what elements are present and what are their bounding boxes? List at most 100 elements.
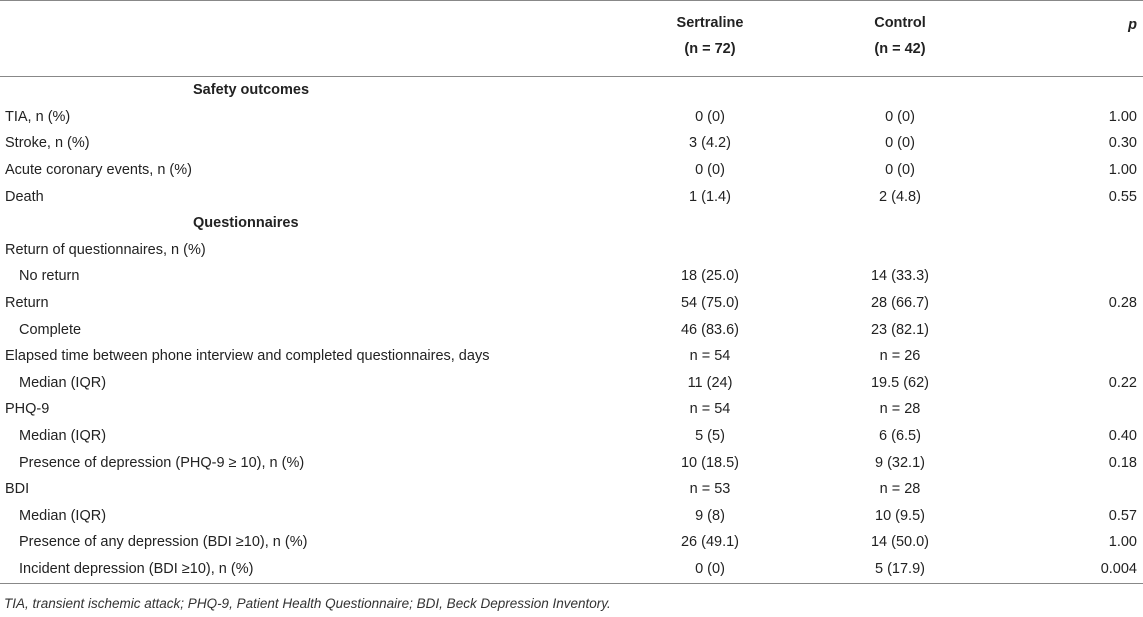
table-body: Safety outcomes TIA, n (%) 0 (0) 0 (0) 1.00 S… <box>0 77 1143 584</box>
sertraline-value: 9 (8) <box>695 507 725 524</box>
p-value <box>1010 77 1143 104</box>
p-value: 0.40 <box>1108 428 1137 445</box>
row-label: PHQ-9 <box>5 401 50 418</box>
p-value: 0.57 <box>1108 507 1137 524</box>
p-value <box>1010 476 1143 503</box>
table-row: Elapsed time between phone interview and… <box>0 343 1143 370</box>
header-blank-cell <box>0 0 630 77</box>
p-value <box>1010 263 1143 290</box>
row-label: Stroke, n (%) <box>5 135 90 152</box>
row-label: No return <box>19 268 80 285</box>
results-table: Sertraline (n = 72) Control (n = 42) p S… <box>0 0 1143 584</box>
table-row: BDI n = 53 n = 28 <box>0 476 1143 503</box>
row-label: Acute coronary events, n (%) <box>5 162 192 179</box>
header-control-title: Control <box>874 15 926 31</box>
control-value: 14 (50.0) <box>870 534 930 551</box>
section-header-row: Questionnaires <box>0 210 1143 237</box>
sertraline-value: 46 (83.6) <box>680 321 740 338</box>
row-label: BDI <box>5 481 30 498</box>
control-value: 5 (17.9) <box>790 555 1010 584</box>
table-row: Death 1 (1.4) 2 (4.8) 0.55 <box>0 183 1143 210</box>
sertraline-value: 11 (24) <box>687 374 733 391</box>
table-row: No return 18 (25.0) 14 (33.3) <box>0 263 1143 290</box>
control-value: n = 28 <box>879 481 921 498</box>
row-label: Median (IQR) <box>19 507 107 524</box>
table-row: Presence of depression (PHQ-9 ≥ 10), n (… <box>0 449 1143 476</box>
sertraline-value <box>630 77 790 104</box>
row-label: Median (IQR) <box>19 374 107 391</box>
control-value: n = 26 <box>879 348 921 365</box>
header-sertraline: Sertraline (n = 72) <box>630 0 790 77</box>
section-title: Questionnaires <box>193 215 299 232</box>
sertraline-value: 18 (25.0) <box>680 268 740 285</box>
control-value: 6 (6.5) <box>879 428 921 445</box>
row-label: Presence of any depression (BDI ≥10), n … <box>19 534 308 551</box>
control-value <box>790 210 1010 237</box>
sertraline-value: 1 (1.4) <box>689 188 731 205</box>
p-value: 0.18 <box>1108 454 1137 471</box>
control-value: 2 (4.8) <box>879 188 921 205</box>
section-title: Safety outcomes <box>193 82 310 99</box>
sertraline-value <box>630 237 790 264</box>
p-value <box>1010 237 1143 264</box>
control-value: n = 28 <box>879 401 921 418</box>
sertraline-value: n = 54 <box>689 401 731 418</box>
control-value: 10 (9.5) <box>875 507 925 524</box>
row-label: TIA, n (%) <box>5 108 71 125</box>
control-value: 19.5 (62) <box>870 374 930 391</box>
row-label: Median (IQR) <box>19 428 107 445</box>
sertraline-value: 26 (49.1) <box>680 534 740 551</box>
p-value <box>1010 316 1143 343</box>
sertraline-value: 0 (0) <box>695 162 725 179</box>
p-value: 0.55 <box>1108 188 1137 205</box>
row-label: Incident depression (BDI ≥10), n (%) <box>0 555 630 584</box>
table-row: Stroke, n (%) 3 (4.2) 0 (0) 0.30 <box>0 130 1143 157</box>
p-value: 1.00 <box>1108 162 1137 179</box>
row-label: Presence of depression (PHQ-9 ≥ 10), n (… <box>19 454 305 471</box>
table-row: Presence of any depression (BDI ≥10), n … <box>0 529 1143 556</box>
table-row: PHQ-9 n = 54 n = 28 <box>0 396 1143 423</box>
control-value: 0 (0) <box>885 108 915 125</box>
sertraline-value: 0 (0) <box>630 555 790 584</box>
section-header-row: Safety outcomes <box>0 77 1143 104</box>
table-row: Median (IQR) 9 (8) 10 (9.5) 0.57 <box>0 503 1143 530</box>
table-row: Median (IQR) 5 (5) 6 (6.5) 0.40 <box>0 423 1143 450</box>
header-p: p <box>1010 0 1143 77</box>
row-label: Death <box>5 188 44 205</box>
sertraline-value: n = 54 <box>689 348 731 365</box>
control-value: 14 (33.3) <box>870 268 930 285</box>
p-value: 0.28 <box>1108 295 1137 312</box>
table-row: Complete 46 (83.6) 23 (82.1) <box>0 316 1143 343</box>
p-value: 0.30 <box>1108 135 1137 152</box>
table-row: TIA, n (%) 0 (0) 0 (0) 1.00 <box>0 104 1143 131</box>
results-table-container: Sertraline (n = 72) Control (n = 42) p S… <box>0 0 1143 584</box>
sertraline-value: 5 (5) <box>695 428 725 445</box>
sertraline-value: 3 (4.2) <box>689 135 731 152</box>
sertraline-value: n = 53 <box>689 481 731 498</box>
p-value <box>1010 343 1143 370</box>
control-value: 0 (0) <box>885 162 915 179</box>
control-value <box>790 237 1010 264</box>
header-sertraline-n: (n = 72) <box>684 41 736 57</box>
p-value: 0.004 <box>1010 555 1143 584</box>
sertraline-value <box>630 210 790 237</box>
p-value <box>1010 396 1143 423</box>
p-value: 0.22 <box>1108 374 1137 391</box>
control-value: 28 (66.7) <box>870 295 930 312</box>
row-label: Return <box>5 295 49 312</box>
p-value: 1.00 <box>1108 534 1137 551</box>
table-row: Acute coronary events, n (%) 0 (0) 0 (0) 1.… <box>0 157 1143 184</box>
sertraline-value: 54 (75.0) <box>680 295 740 312</box>
header-control: Control (n = 42) <box>790 0 1010 77</box>
table-row: Return of questionnaires, n (%) <box>0 237 1143 264</box>
p-value <box>1010 210 1143 237</box>
header-sertraline-title: Sertraline <box>676 15 744 31</box>
table-row: Incident depression (BDI ≥10), n (%) 0 (0… <box>0 555 1143 584</box>
control-value: 9 (32.1) <box>875 454 925 471</box>
sertraline-value: 0 (0) <box>695 108 725 125</box>
table-footnote: TIA, transient ischemic attack; PHQ-9, P… <box>4 596 611 611</box>
table-header-row: Sertraline (n = 72) Control (n = 42) p <box>0 0 1143 77</box>
control-value: 23 (82.1) <box>870 321 930 338</box>
header-control-n: (n = 42) <box>874 41 926 57</box>
p-value: 1.00 <box>1108 108 1137 125</box>
